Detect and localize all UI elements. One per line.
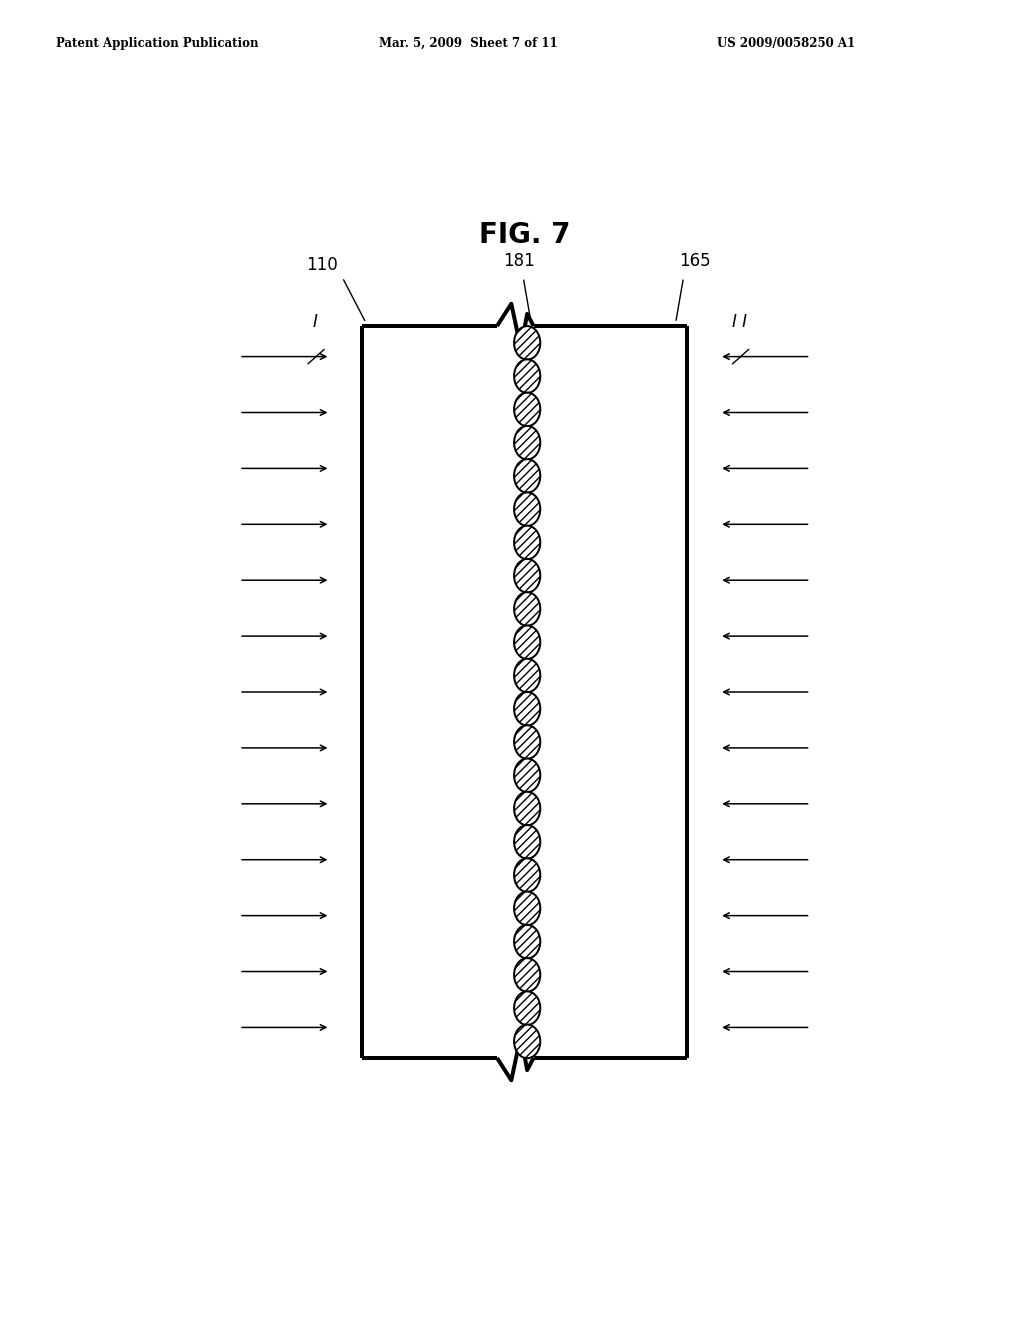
Circle shape	[514, 558, 541, 593]
Circle shape	[514, 659, 541, 692]
Text: I I: I I	[731, 313, 746, 331]
Circle shape	[514, 1024, 541, 1059]
Text: 165: 165	[680, 252, 712, 271]
Text: 110: 110	[306, 256, 338, 275]
Text: I: I	[312, 313, 317, 331]
Circle shape	[514, 426, 541, 459]
Text: FIG. 7: FIG. 7	[479, 220, 570, 248]
Circle shape	[514, 759, 541, 792]
Circle shape	[514, 525, 541, 560]
Circle shape	[514, 958, 541, 991]
Circle shape	[514, 858, 541, 892]
Circle shape	[514, 825, 541, 858]
Circle shape	[514, 792, 541, 825]
Text: US 2009/0058250 A1: US 2009/0058250 A1	[717, 37, 855, 50]
Circle shape	[514, 593, 541, 626]
Circle shape	[514, 492, 541, 525]
Text: Patent Application Publication: Patent Application Publication	[56, 37, 259, 50]
Circle shape	[514, 326, 541, 359]
Circle shape	[514, 725, 541, 759]
Circle shape	[514, 991, 541, 1024]
Circle shape	[514, 626, 541, 659]
Circle shape	[514, 459, 541, 492]
Circle shape	[514, 359, 541, 393]
Circle shape	[514, 891, 541, 925]
Text: 181: 181	[504, 252, 536, 271]
Circle shape	[514, 392, 541, 426]
Text: Mar. 5, 2009  Sheet 7 of 11: Mar. 5, 2009 Sheet 7 of 11	[379, 37, 557, 50]
Circle shape	[514, 692, 541, 726]
Circle shape	[514, 925, 541, 958]
